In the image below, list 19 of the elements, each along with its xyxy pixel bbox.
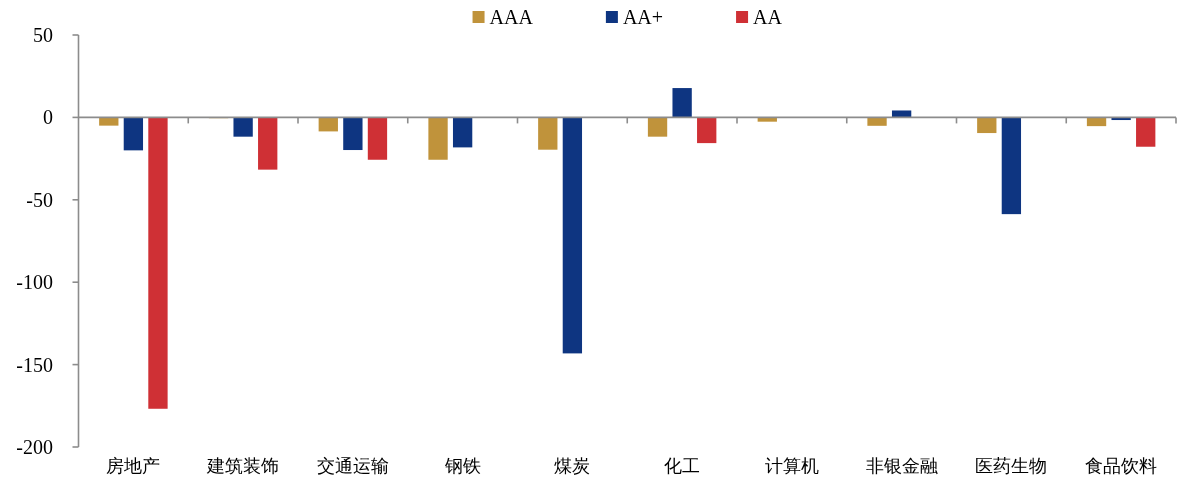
x-tick-label: 医药生物 [975,456,1048,476]
x-tick-label: 煤炭 [554,456,591,476]
x-tick-label: 交通运输 [316,456,389,476]
x-tick-label: 非银金融 [865,456,938,476]
y-tick-label: -100 [16,271,53,294]
x-tick-label: 钢铁 [443,456,481,476]
legend-label: AA+ [622,6,664,28]
x-tick-label: 化工 [664,456,701,476]
y-tick-label: 0 [43,106,53,129]
y-tick-label: -50 [26,188,53,211]
y-tick-label: 50 [33,24,53,46]
x-tick-label: 建筑装饰 [206,456,280,476]
x-tick-label: 房地产 [106,456,161,476]
x-tick-label: 食品饮料 [1085,456,1158,476]
x-tick-label: 计算机 [764,456,819,476]
y-tick-label: -150 [16,353,53,376]
y-tick-label: -200 [16,436,53,458]
legend-label: AAA [489,6,534,28]
legend-label: AA [753,6,783,28]
